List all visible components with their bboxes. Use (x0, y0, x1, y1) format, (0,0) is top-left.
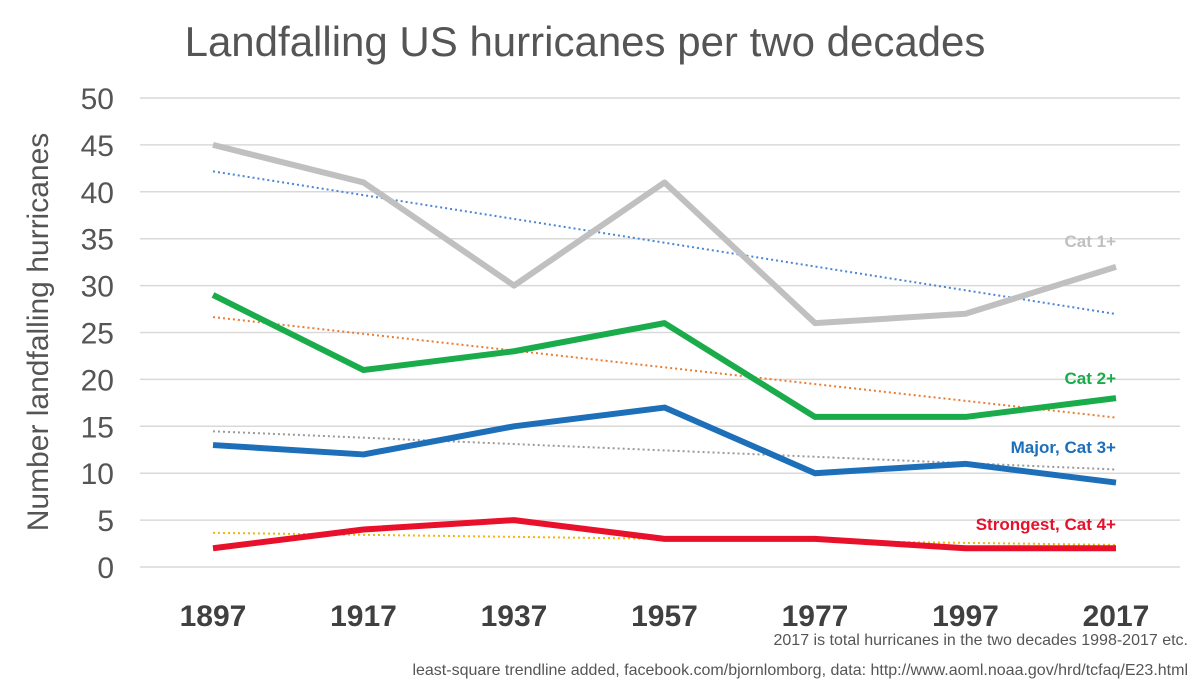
y-tick-25: 25 (81, 318, 114, 351)
y-tick-labels: 0 5 10 15 20 25 30 35 40 45 50 (81, 83, 114, 585)
x-tick-2017: 2017 (1083, 600, 1150, 633)
series-label-cat-2: Cat 2+ (1065, 369, 1117, 388)
y-tick-35: 35 (81, 224, 114, 257)
y-tick-5: 5 (97, 505, 114, 538)
x-tick-1957: 1957 (631, 600, 698, 633)
x-tick-1997: 1997 (932, 600, 999, 633)
trendline-cat-2 (212, 316, 1117, 419)
series-line-major-cat-3 (212, 404, 1117, 486)
y-tick-10: 10 (81, 458, 114, 491)
y-tick-0: 0 (97, 552, 114, 585)
x-tick-1897: 1897 (180, 600, 247, 633)
x-tick-1937: 1937 (481, 600, 548, 633)
y-tick-45: 45 (81, 130, 114, 163)
series-label-major-cat-3: Major, Cat 3+ (1011, 438, 1116, 457)
series-line-cat-1 (212, 141, 1117, 327)
x-tick-1917: 1917 (330, 600, 397, 633)
x-tick-1977: 1977 (782, 600, 849, 633)
series-label-cat-1: Cat 1+ (1065, 232, 1117, 251)
footnote-line-1: 2017 is total hurricanes in the two deca… (773, 632, 1189, 649)
y-tick-15: 15 (81, 411, 114, 444)
y-tick-20: 20 (81, 364, 114, 397)
x-tick-labels: 1897 1917 1937 1957 1977 1997 2017 (180, 600, 1150, 633)
y-tick-40: 40 (81, 177, 114, 210)
series-labels: Cat 1+ Cat 2+ Major, Cat 3+ Strongest, Cat … (976, 232, 1116, 534)
chart-title: Landfalling US hurricanes per two decade… (185, 18, 986, 65)
footnote-source: least-square trendline added, facebook.c… (412, 662, 1188, 679)
gridlines (140, 97, 1180, 568)
y-tick-50: 50 (81, 83, 114, 116)
series-line-strongest-cat-4 (212, 517, 1116, 552)
trendline-major-cat-3 (212, 430, 1117, 471)
y-tick-30: 30 (81, 271, 114, 304)
series-lines (211, 141, 1117, 552)
series-label-strongest-cat-4: Strongest, Cat 4+ (976, 515, 1116, 534)
series-line-cat-2 (211, 292, 1117, 420)
y-axis-label: Number landfalling hurricanes (22, 133, 55, 532)
trendlines (212, 170, 1117, 546)
trendline-cat-1 (212, 170, 1117, 316)
